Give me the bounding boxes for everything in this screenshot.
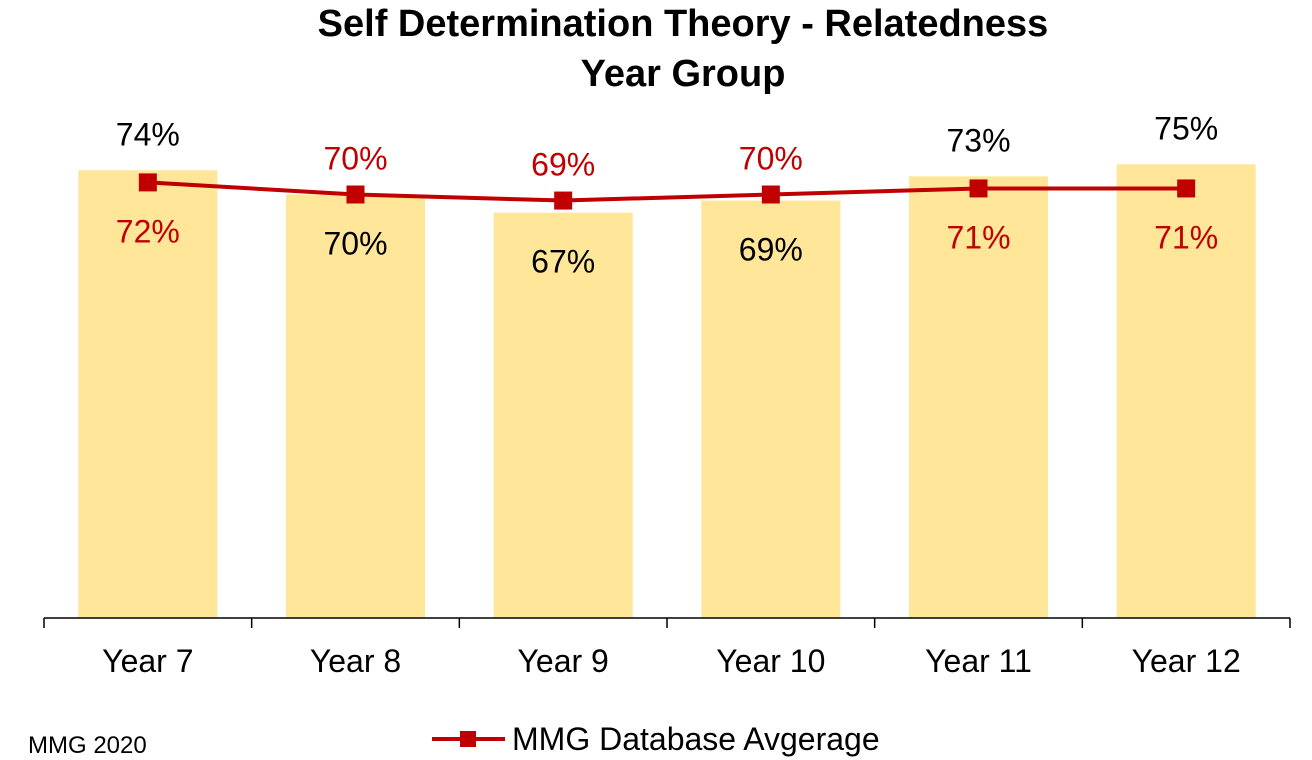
line-marker — [969, 179, 988, 198]
x-axis: Year 7 Year 8 Year 9 Year 10 Year 11 Year 12 — [43, 617, 1291, 679]
bar-year-7 — [78, 170, 218, 619]
x-tick-label: Year 12 — [1132, 643, 1241, 679]
line-marker — [346, 185, 365, 204]
x-tick-label: Year 7 — [102, 643, 193, 679]
source-note: MMG 2020 — [28, 732, 147, 759]
bar-value-label: 67% — [531, 244, 595, 280]
line-path — [147, 180, 1187, 203]
x-tick-label: Year 9 — [517, 643, 608, 679]
x-tick-label: Year 10 — [716, 643, 825, 679]
line-marker — [138, 173, 157, 192]
line-value-label: 72% — [116, 213, 180, 249]
x-tick-label: Year 11 — [925, 643, 1032, 679]
line-value-label: 70% — [739, 141, 803, 177]
chart-title-line-1: Self Determination Theory - Relatedness — [318, 3, 1049, 45]
bar-year-12 — [1116, 164, 1256, 618]
bar-value-label: 73% — [946, 122, 1010, 158]
bar-series — [78, 164, 1256, 619]
bar-value-label: 70% — [323, 226, 387, 262]
line-value-label: 71% — [1154, 219, 1218, 255]
data-labels: 74% 72% 70% 70% 67% 69% 69% 70% 73% 71% 75% 71% — [116, 110, 1218, 279]
line-marker — [1177, 179, 1196, 198]
bar-year-8 — [286, 194, 425, 618]
line-value-label: 70% — [323, 141, 387, 177]
legend[interactable]: MMG Database Avgerage — [432, 721, 880, 757]
bar-value-label: 75% — [1154, 110, 1218, 146]
line-marker — [761, 185, 780, 204]
line-value-label: 71% — [946, 219, 1010, 255]
line-value-label: 69% — [531, 147, 595, 183]
line-marker — [554, 191, 573, 210]
bar-year-11 — [909, 176, 1048, 618]
legend-label: MMG Database Avgerage — [512, 721, 880, 757]
line-series — [138, 173, 1196, 210]
bar-year-9 — [493, 212, 633, 618]
bar-value-label: 69% — [739, 232, 803, 268]
bar-value-label: 74% — [116, 116, 180, 152]
chart-title-line-2: Year Group — [581, 53, 786, 95]
bar-year-10 — [701, 200, 841, 619]
x-tick-label: Year 8 — [310, 643, 401, 679]
legend-marker-swatch — [460, 731, 476, 747]
